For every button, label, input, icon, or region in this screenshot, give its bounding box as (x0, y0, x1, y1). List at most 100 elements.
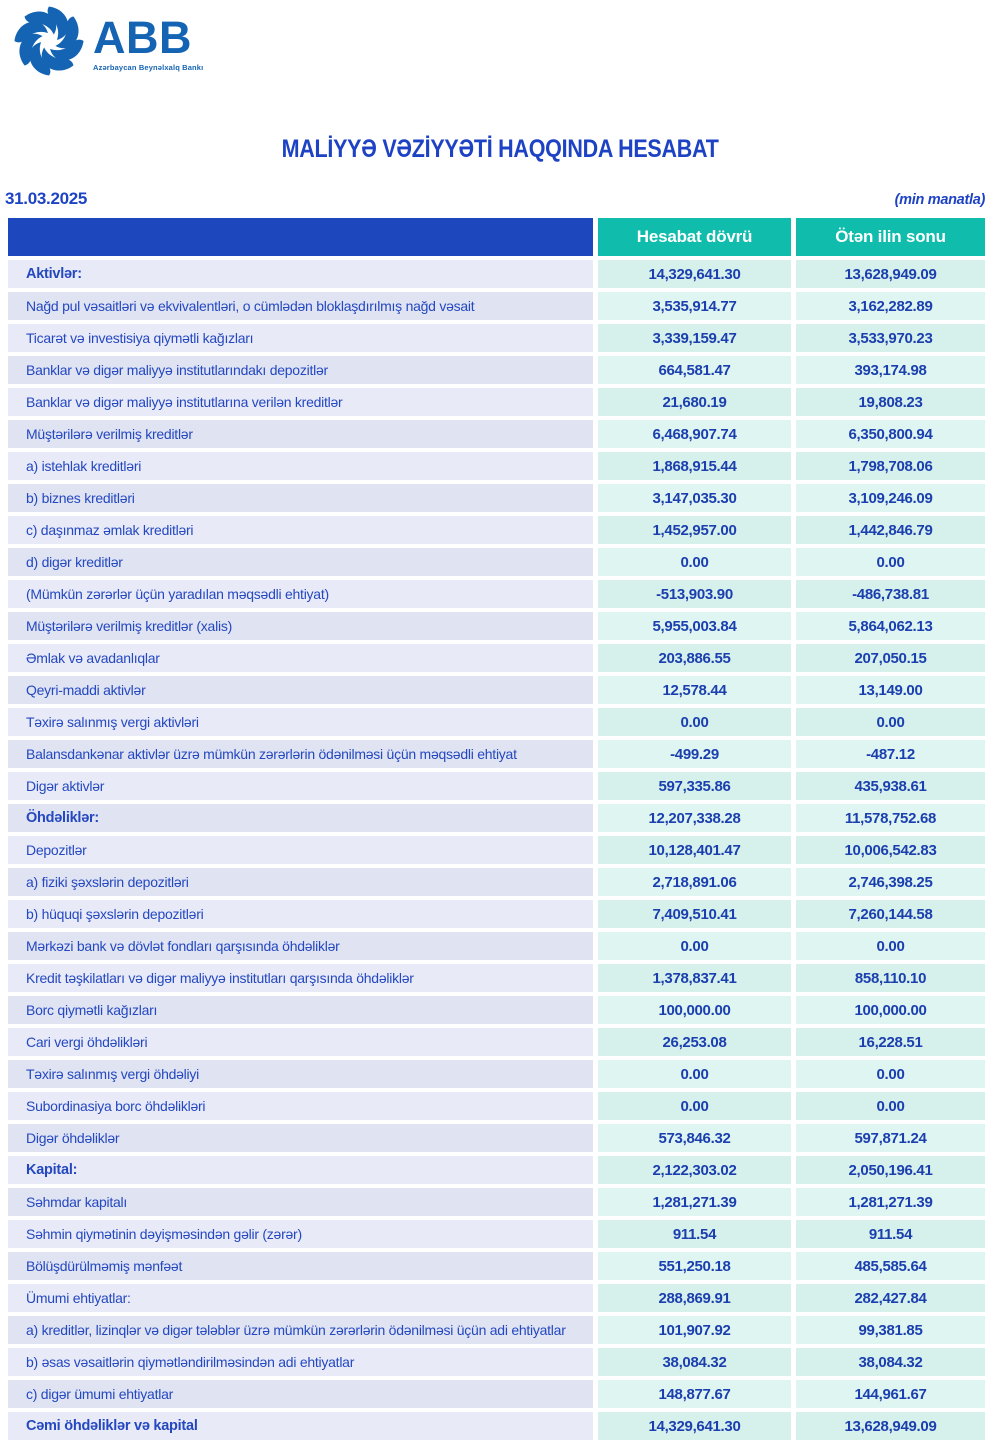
table-row: Bölüşdürülməmiş mənfəət 551,250.18 485,5… (8, 1252, 985, 1280)
row-value-previous: 0.00 (796, 932, 985, 960)
table-row: Subordinasiya borc öhdəlikləri 0.00 0.00 (8, 1092, 985, 1120)
table-row: Səhmin qiymətinin dəyişməsindən gəlir (z… (8, 1220, 985, 1248)
row-label: Kredit təşkilatları və digər maliyyə ins… (8, 964, 593, 992)
logo-wordmark: ABB Azərbaycan Beynəlxalq Bankı (93, 5, 203, 72)
row-label: Banklar və digər maliyyə institutlarına … (8, 388, 593, 416)
row-value-current: 5,955,003.84 (598, 612, 791, 640)
table-row: Təxirə salınmış vergi öhdəliyi 0.00 0.00 (8, 1060, 985, 1088)
table-row: Öhdəliklər: 12,207,338.28 11,578,752.68 (8, 804, 985, 832)
table-row: a) istehlak kreditləri 1,868,915.44 1,79… (8, 452, 985, 480)
table-row: Aktivlər: 14,329,641.30 13,628,949.09 (8, 260, 985, 288)
row-value-current: 2,122,303.02 (598, 1156, 791, 1184)
table-row: d) digər kreditlər 0.00 0.00 (8, 548, 985, 576)
table-row: Banklar və digər maliyyə institutlarına … (8, 388, 985, 416)
row-value-current: 0.00 (598, 708, 791, 736)
table-row: c) daşınmaz əmlak kreditləri 1,452,957.0… (8, 516, 985, 544)
row-value-current: 0.00 (598, 548, 791, 576)
row-label: Nağd pul vəsaitləri və ekvivalentləri, o… (8, 292, 593, 320)
row-value-previous: 0.00 (796, 548, 985, 576)
row-value-previous: 16,228.51 (796, 1028, 985, 1056)
row-value-current: 911.54 (598, 1220, 791, 1248)
row-value-previous: 858,110.10 (796, 964, 985, 992)
table-row: Səhmdar kapitalı 1,281,271.39 1,281,271.… (8, 1188, 985, 1216)
row-label: Səhmdar kapitalı (8, 1188, 593, 1216)
report-date: 31.03.2025 (5, 189, 88, 208)
row-value-current: 14,329,641.30 (598, 260, 791, 288)
table-header-row: Hesabat dövrü Ötən ilin sonu (8, 218, 985, 256)
row-value-previous: 435,938.61 (796, 772, 985, 800)
header-blank-cell (8, 218, 593, 256)
row-value-current: 148,877.67 (598, 1380, 791, 1408)
table-row: Cari vergi öhdəlikləri 26,253.08 16,228.… (8, 1028, 985, 1056)
row-value-current: 14,329,641.30 (598, 1412, 791, 1440)
table-row: c) digər ümumi ehtiyatlar 148,877.67 144… (8, 1380, 985, 1408)
row-value-previous: 1,281,271.39 (796, 1188, 985, 1216)
table-row: Ümumi ehtiyatlar: 288,869.91 282,427.84 (8, 1284, 985, 1312)
table-body: Aktivlər: 14,329,641.30 13,628,949.09 Na… (8, 260, 985, 1440)
table-row: Qeyri-maddi aktivlər 12,578.44 13,149.00 (8, 676, 985, 704)
row-label: Kapital: (8, 1156, 593, 1184)
row-value-previous: 144,961.67 (796, 1380, 985, 1408)
row-value-previous: 282,427.84 (796, 1284, 985, 1312)
row-value-current: 3,147,035.30 (598, 484, 791, 512)
abb-swirl-icon (10, 2, 88, 80)
row-value-current: 573,846.32 (598, 1124, 791, 1152)
row-value-previous: 2,050,196.41 (796, 1156, 985, 1184)
row-label: b) biznes kreditləri (8, 484, 593, 512)
row-value-previous: 3,533,970.23 (796, 324, 985, 352)
row-value-current: 597,335.86 (598, 772, 791, 800)
row-value-current: 21,680.19 (598, 388, 791, 416)
row-label: Aktivlər: (8, 260, 593, 288)
row-value-current: -499.29 (598, 740, 791, 768)
row-label: Müştərilərə verilmiş kreditlər (8, 420, 593, 448)
row-label: b) əsas vəsaitlərin qiymətləndirilməsind… (8, 1348, 593, 1376)
row-label: a) istehlak kreditləri (8, 452, 593, 480)
row-label: b) hüquqi şəxslərin depozitləri (8, 900, 593, 928)
table-row: Digər aktivlər 597,335.86 435,938.61 (8, 772, 985, 800)
row-value-current: 0.00 (598, 1060, 791, 1088)
table-row: Borc qiymətli kağızları 100,000.00 100,0… (8, 996, 985, 1024)
row-value-current: 3,535,914.77 (598, 292, 791, 320)
row-label: Təxirə salınmış vergi aktivləri (8, 708, 593, 736)
row-value-previous: 0.00 (796, 1092, 985, 1120)
row-label: c) daşınmaz əmlak kreditləri (8, 516, 593, 544)
row-value-previous: 3,109,246.09 (796, 484, 985, 512)
row-value-current: 6,468,907.74 (598, 420, 791, 448)
row-value-previous: 99,381.85 (796, 1316, 985, 1344)
table-row: Depozitlər 10,128,401.47 10,006,542.83 (8, 836, 985, 864)
row-label: (Mümkün zərərlər üçün yaradılan məqsədli… (8, 580, 593, 608)
table-row: b) biznes kreditləri 3,147,035.30 3,109,… (8, 484, 985, 512)
row-value-previous: 38,084.32 (796, 1348, 985, 1376)
table-row: a) kreditlər, lizinqlər və digər tələblə… (8, 1316, 985, 1344)
table-row: Təxirə salınmış vergi aktivləri 0.00 0.0… (8, 708, 985, 736)
row-label: Ticarət və investisiya qiymətli kağızlar… (8, 324, 593, 352)
table-row: Digər öhdəliklər 573,846.32 597,871.24 (8, 1124, 985, 1152)
table-row: Əmlak və avadanlıqlar 203,886.55 207,050… (8, 644, 985, 672)
row-value-previous: 13,149.00 (796, 676, 985, 704)
row-label: Müştərilərə verilmiş kreditlər (xalis) (8, 612, 593, 640)
row-value-current: 1,378,837.41 (598, 964, 791, 992)
row-value-current: 0.00 (598, 1092, 791, 1120)
row-label: Banklar və digər maliyyə institutlarında… (8, 356, 593, 384)
row-label: Subordinasiya borc öhdəlikləri (8, 1092, 593, 1120)
table-row: Cəmi öhdəliklər və kapital 14,329,641.30… (8, 1412, 985, 1440)
row-value-previous: -486,738.81 (796, 580, 985, 608)
row-value-current: 1,868,915.44 (598, 452, 791, 480)
row-label: Səhmin qiymətinin dəyişməsindən gəlir (z… (8, 1220, 593, 1248)
row-value-previous: 911.54 (796, 1220, 985, 1248)
row-label: Bölüşdürülməmiş mənfəət (8, 1252, 593, 1280)
table-row: Balansdankənar aktivlər üzrə mümkün zərə… (8, 740, 985, 768)
row-label: Digər öhdəliklər (8, 1124, 593, 1152)
table-row: Müştərilərə verilmiş kreditlər (xalis) 5… (8, 612, 985, 640)
row-label: Mərkəzi bank və dövlət fondları qarşısın… (8, 932, 593, 960)
header-current-period: Hesabat dövrü (598, 218, 791, 256)
table-row: (Mümkün zərərlər üçün yaradılan məqsədli… (8, 580, 985, 608)
table-row: a) fiziki şəxslərin depozitləri 2,718,89… (8, 868, 985, 896)
row-value-previous: 485,585.64 (796, 1252, 985, 1280)
row-value-previous: 1,442,846.79 (796, 516, 985, 544)
row-value-previous: 0.00 (796, 708, 985, 736)
row-value-previous: 597,871.24 (796, 1124, 985, 1152)
table-row: Kredit təşkilatları və digər maliyyə ins… (8, 964, 985, 992)
logo-text: ABB (93, 12, 192, 63)
row-value-previous: -487.12 (796, 740, 985, 768)
